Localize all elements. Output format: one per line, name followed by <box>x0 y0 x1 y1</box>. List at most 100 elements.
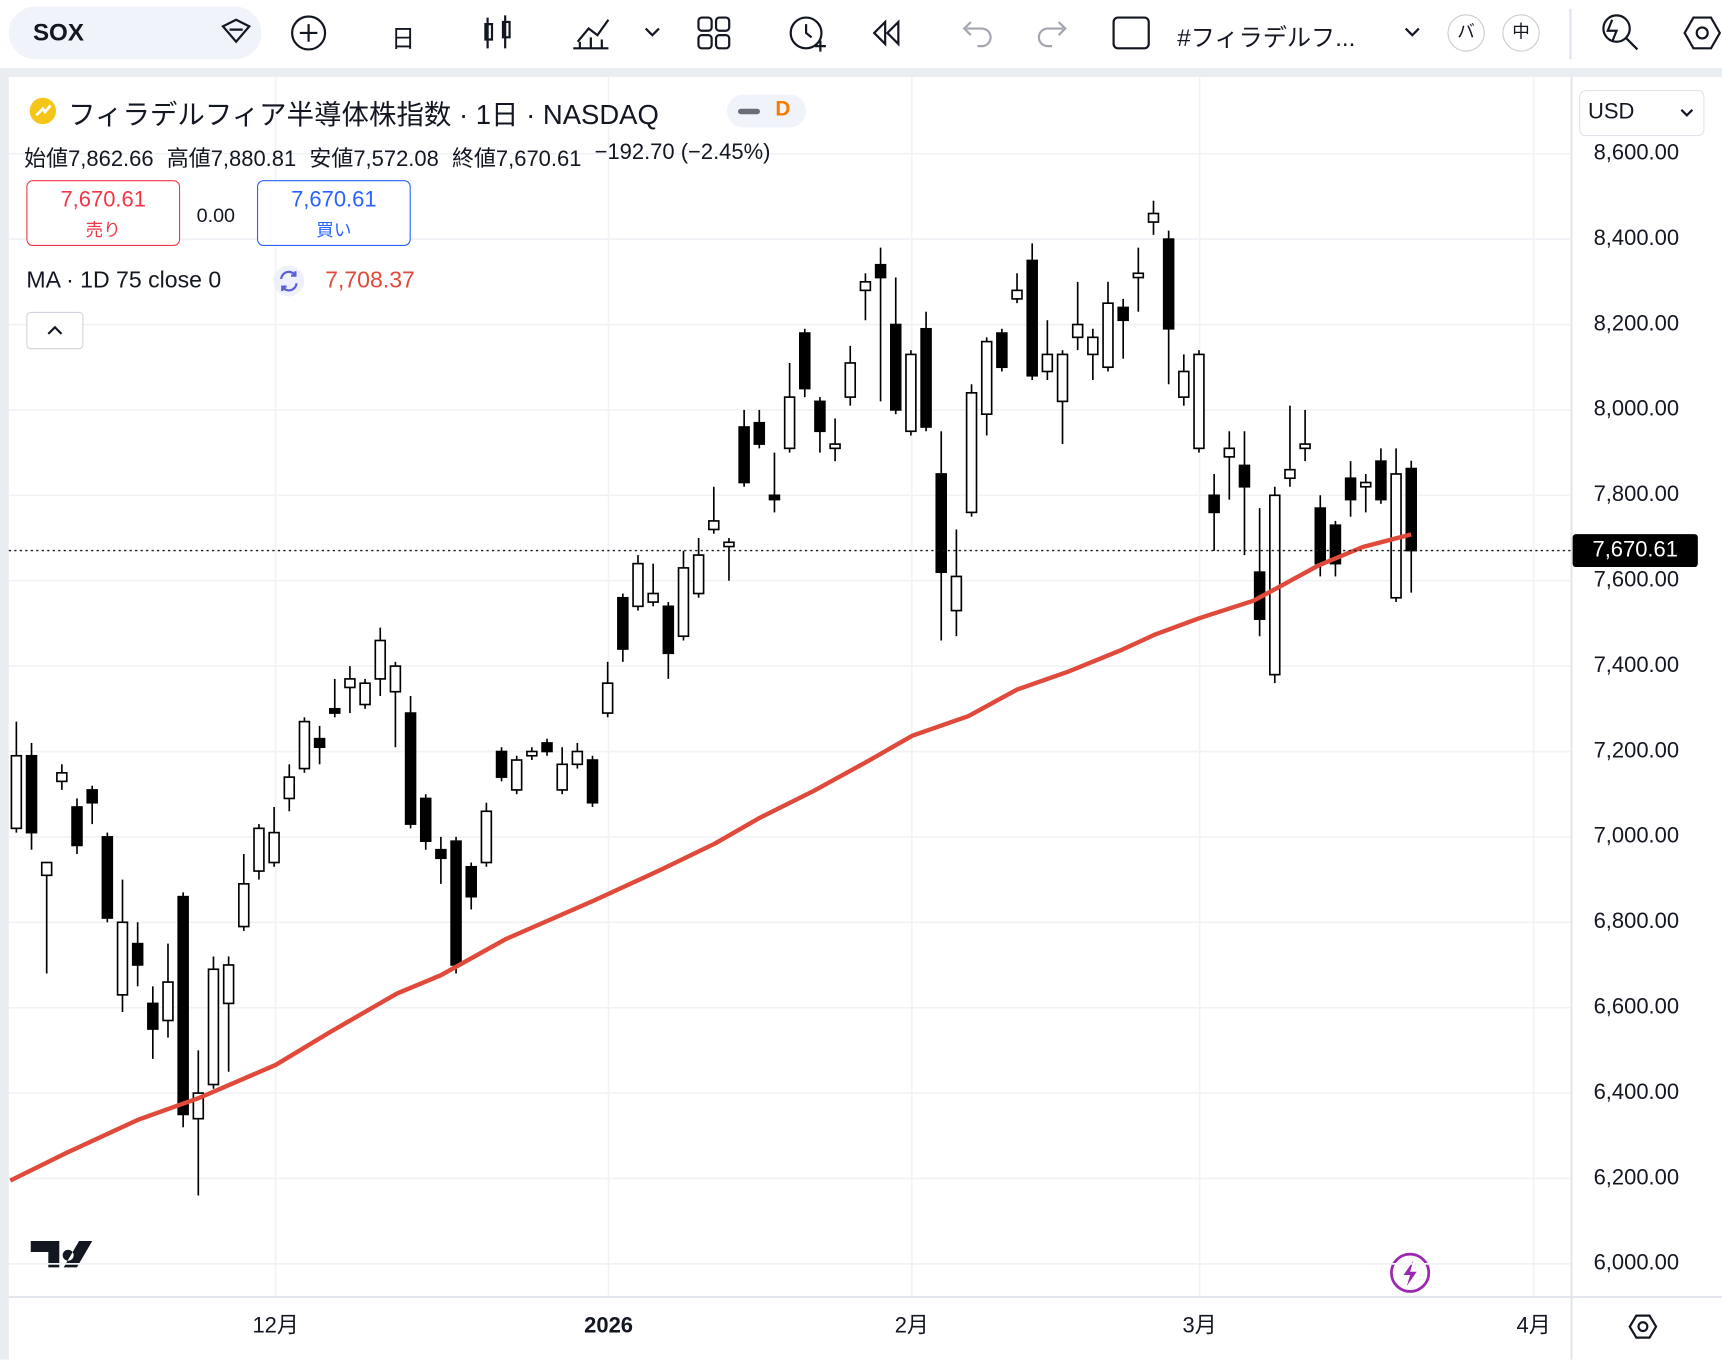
candle-body <box>556 763 568 791</box>
candle-body <box>10 754 23 830</box>
ohlc-value: 7,670.61 <box>495 147 582 172</box>
candle-body <box>859 280 872 292</box>
lightning-icon[interactable] <box>1390 1252 1431 1293</box>
candle-body <box>480 810 493 864</box>
candle-body <box>1071 323 1084 339</box>
interval[interactable]: 日 <box>390 25 416 53</box>
candle-body <box>1238 464 1251 488</box>
candle-body <box>965 392 978 514</box>
candle-body <box>1329 524 1342 565</box>
icon[interactable] <box>573 19 610 50</box>
symbol-search[interactable] <box>8 6 262 60</box>
candle-body <box>344 678 356 689</box>
last-price-tag <box>1572 534 1698 568</box>
settings-icon <box>1637 1321 1649 1333</box>
icon[interactable] <box>962 21 992 48</box>
icon[interactable] <box>484 15 511 49</box>
candle-body <box>25 754 38 834</box>
symbol[interactable]: SOX <box>32 18 84 47</box>
icon <box>714 34 731 50</box>
candle-body <box>829 443 841 450</box>
ohlc-item: 始値7,862.66 <box>24 141 153 173</box>
ohlc-item: 高値7,880.81 <box>167 141 296 173</box>
icon[interactable] <box>1602 14 1631 43</box>
icon[interactable] <box>1404 27 1420 37</box>
y-tick-label: 7,200.00 <box>1594 737 1679 762</box>
icon[interactable] <box>1683 16 1722 50</box>
icon <box>1695 26 1709 40</box>
collapse-button[interactable] <box>26 311 84 350</box>
symbol-logo <box>29 97 57 125</box>
candle-body <box>996 332 1008 369</box>
y-tick-label: 7,000.00 <box>1594 823 1679 848</box>
candle-body <box>708 520 720 531</box>
time-axis <box>8 1298 1571 1360</box>
candle-body <box>374 639 387 680</box>
icon[interactable] <box>697 16 713 32</box>
toggle-button[interactable]: 中 <box>1502 14 1540 52</box>
y-tick-label: 6,600.00 <box>1594 993 1679 1018</box>
candle-body <box>56 772 68 783</box>
candle-body <box>177 895 189 1116</box>
ohlc-value: 7,572.08 <box>353 147 439 172</box>
icon[interactable] <box>291 15 327 51</box>
y-tick-label: 6,000.00 <box>1594 1250 1679 1275</box>
candle-body <box>1193 353 1205 450</box>
y-tick-label: 7,600.00 <box>1594 567 1679 592</box>
candle-body <box>1208 494 1220 514</box>
candle-body <box>632 562 644 608</box>
x-tick-label: 4月 <box>1517 1312 1551 1337</box>
candle-body <box>814 400 826 433</box>
toolbar <box>0 0 1722 69</box>
sell-button[interactable]: 7,670.61 売り <box>26 180 181 246</box>
candles <box>10 200 1418 1196</box>
ohlc-item: 終値7,670.61 <box>452 141 581 173</box>
icon[interactable] <box>789 16 823 50</box>
candle-body <box>283 776 296 800</box>
icon[interactable] <box>872 19 900 47</box>
candle-body <box>1087 336 1099 356</box>
candle-body <box>116 921 129 996</box>
icon[interactable] <box>1112 16 1150 50</box>
candle-body <box>419 797 432 842</box>
spread: 0.00 <box>196 204 236 227</box>
toggle-button[interactable]: バ <box>1447 14 1485 52</box>
candle-body <box>662 605 675 655</box>
indicator-icon[interactable] <box>272 265 305 298</box>
candle-body <box>495 750 508 778</box>
settings-icon[interactable] <box>1628 1314 1658 1339</box>
candle-body <box>768 494 781 501</box>
candle-body <box>86 789 98 804</box>
candle-body <box>1284 468 1296 480</box>
candle-body <box>541 742 553 753</box>
moving-average <box>9 532 1412 1183</box>
candle-body <box>298 720 311 770</box>
candle-body <box>889 323 902 411</box>
candle-body <box>268 831 280 864</box>
candle-body <box>207 968 220 1086</box>
candle-body <box>601 682 614 714</box>
candle-body <box>465 865 477 898</box>
currency-select[interactable] <box>1579 90 1705 137</box>
x-tick-label: 2026 <box>584 1312 633 1337</box>
icon[interactable] <box>221 18 252 44</box>
candle-body <box>1102 302 1114 369</box>
buy-button[interactable]: 7,670.61 買い <box>256 180 411 246</box>
y-tick-label: 8,600.00 <box>1594 140 1679 165</box>
icon[interactable] <box>1037 21 1067 48</box>
x-tick-label: 3月 <box>1182 1312 1216 1337</box>
candle-body <box>1056 353 1069 403</box>
ohlc-value: 7,880.81 <box>210 147 297 172</box>
icon[interactable] <box>644 27 660 37</box>
y-tick-label: 7,400.00 <box>1594 652 1679 677</box>
indicator-value: 7,708.37 <box>325 267 415 294</box>
buy-label: 買い <box>316 221 352 241</box>
candle-body <box>101 836 114 919</box>
ohlc-label: 高値 <box>166 147 211 172</box>
candle-body <box>905 353 917 433</box>
layout-name[interactable]: #フィラデルフ... <box>1177 24 1356 52</box>
ohlc-label: 終値 <box>451 147 496 172</box>
x-tick-label: 12月 <box>252 1312 298 1337</box>
candle-body <box>526 750 538 757</box>
